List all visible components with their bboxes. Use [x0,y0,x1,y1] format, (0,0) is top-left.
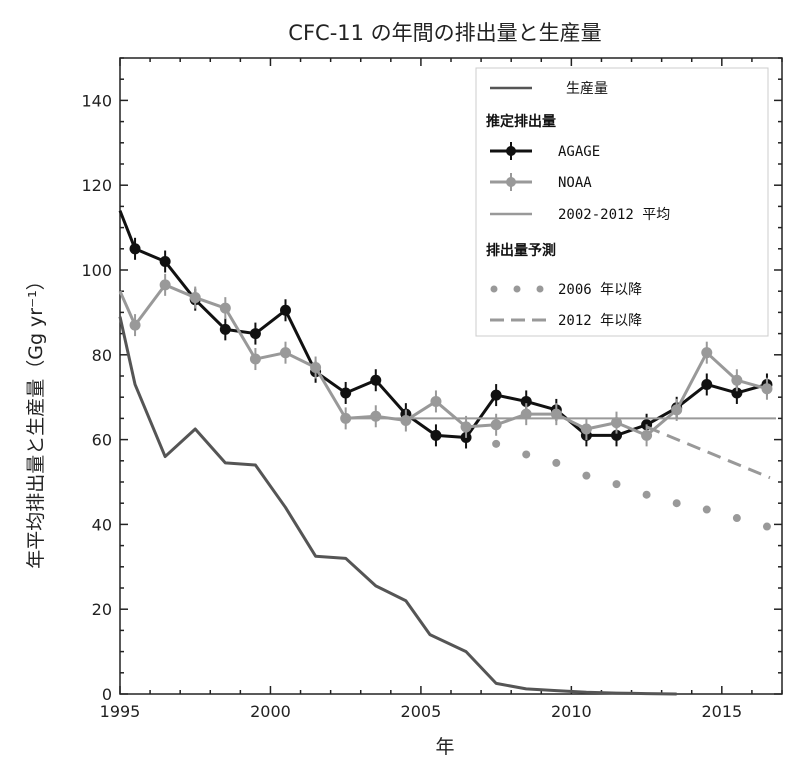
series-point [732,514,741,523]
series-point [671,404,683,416]
x-tick-label: 2015 [701,702,742,721]
y-tick-label: 60 [92,431,112,450]
series-point [370,374,382,386]
y-tick-label: 40 [92,515,112,534]
series-point [460,421,472,433]
series-point [611,429,622,441]
x-tick-label: 2005 [401,702,442,721]
series-point [370,410,382,422]
legend-swatch-agage [490,142,532,160]
legend-noaa: NOAA [558,175,592,191]
legend-production: 生産量 [566,81,608,97]
y-tick-label: 80 [92,346,112,365]
series-point [219,323,231,335]
series-point [611,417,622,429]
series-point [159,279,171,291]
series-point [430,395,442,407]
series-point [642,490,651,499]
y-tick-label: 100 [81,261,112,280]
legend-mean: 2002-2012 平均 [558,207,670,223]
series-4-2006 [492,439,771,531]
series-point [490,389,502,401]
series-point [580,423,592,435]
series-point [159,256,171,268]
series-point [582,471,591,480]
x-tick-label: 2000 [250,702,291,721]
series-point [129,319,141,331]
series-point [761,383,773,395]
series-point [310,362,322,374]
series-point [400,415,412,427]
x-tick-label: 1995 [100,702,141,721]
legend-estimated-heading: 推定排出量 [486,113,556,130]
series-point [340,387,352,399]
series-5-2012 [646,425,771,480]
y-axis-label: 年平均排出量と生産量（Gg yr⁻¹） [25,271,47,569]
series-point [522,450,531,459]
y-tick-label: 120 [81,176,112,195]
series-point [701,347,713,359]
legend-swatch-after2006 [490,285,544,293]
legend: 生産量 推定排出量 AGAGE NOAA 2002-2012 平均 排出量予測 … [475,67,769,337]
series-point [520,395,532,407]
series-point [672,499,681,508]
legend-after2006: 2006 年以降 [558,282,642,298]
series-layer [118,210,776,696]
series-point [702,505,711,514]
series-point [189,292,201,304]
series-point [492,439,501,448]
axis-ticks: 1995 2000 2005 2010 2015 0 20 40 60 80 100 120 140 [81,57,783,721]
legend-projection-heading: 排出量予測 [486,242,556,259]
series-point [219,302,231,314]
series-line [118,316,677,696]
y-tick-label: 20 [92,600,112,619]
y-tick-label: 0 [102,685,112,704]
series-point [762,522,771,531]
legend-agage: AGAGE [558,144,600,160]
series-0-series [118,316,677,696]
x-tick-label: 2010 [551,702,592,721]
legend-box [475,67,769,337]
chart-title: CFC-11 の年間の排出量と生産量 [288,21,601,45]
series-point [731,374,743,386]
series-point [249,328,261,340]
series-point [641,429,653,441]
series-point [612,480,621,489]
y-tick-label: 140 [81,91,112,110]
series-point [731,387,743,399]
series-point [520,408,532,420]
series-point [280,304,291,316]
legend-after2012: 2012 年以降 [558,313,642,329]
series-point [701,378,713,390]
series-point [552,458,561,467]
series-point [550,408,562,420]
series-point [490,419,502,431]
series-line [646,425,771,480]
legend-swatch-noaa [490,173,532,191]
x-axis-label: 年 [435,736,454,758]
series-point [280,347,291,359]
series-point [249,353,261,365]
series-point [129,243,141,255]
series-point [430,429,442,441]
